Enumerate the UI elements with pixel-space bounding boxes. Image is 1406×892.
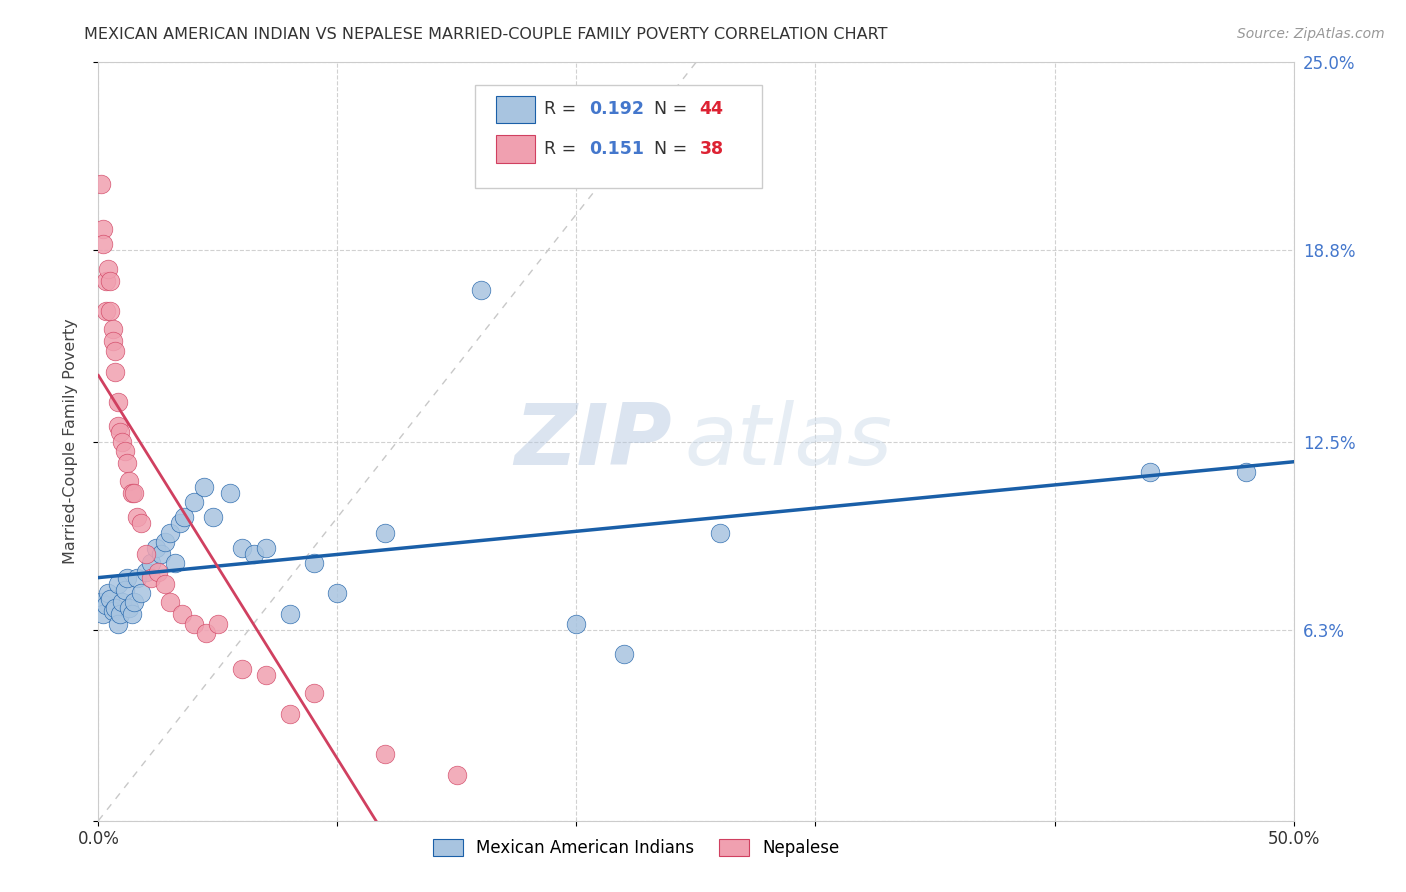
FancyBboxPatch shape — [496, 136, 534, 162]
Point — [94, 274, 117, 288]
Point — [91, 222, 114, 236]
Text: ZIP: ZIP — [515, 400, 672, 483]
Text: 44: 44 — [700, 101, 724, 119]
Point — [302, 556, 325, 570]
Point — [94, 599, 117, 613]
Point — [159, 595, 181, 609]
Point — [155, 534, 177, 549]
Point — [118, 601, 141, 615]
Point — [91, 237, 114, 252]
Point — [98, 274, 122, 288]
Point — [254, 668, 277, 682]
Point — [169, 516, 191, 531]
Point — [135, 547, 157, 561]
Point — [446, 768, 468, 782]
Point — [219, 486, 242, 500]
Point — [125, 510, 148, 524]
Point — [183, 495, 205, 509]
Point — [108, 607, 131, 622]
Point — [111, 434, 134, 449]
Point — [145, 541, 167, 555]
Text: 0.192: 0.192 — [589, 101, 644, 119]
Point — [302, 686, 325, 700]
Y-axis label: Married-Couple Family Poverty: Married-Couple Family Poverty — [63, 318, 77, 565]
Point — [131, 516, 153, 531]
Point — [231, 662, 253, 676]
Point — [124, 486, 146, 500]
Point — [121, 607, 143, 622]
Point — [97, 261, 120, 276]
Point — [114, 583, 136, 598]
Point — [193, 480, 215, 494]
Point — [1139, 465, 1161, 479]
Point — [107, 419, 129, 434]
Text: N =: N = — [654, 101, 693, 119]
Point — [107, 395, 129, 409]
Point — [139, 556, 162, 570]
Point — [195, 625, 218, 640]
Point — [173, 510, 195, 524]
Point — [326, 586, 349, 600]
Point — [101, 604, 124, 618]
Point — [91, 607, 114, 622]
Point — [613, 647, 636, 661]
Point — [111, 595, 134, 609]
Point — [709, 525, 731, 540]
Point — [121, 486, 143, 500]
Text: R =: R = — [544, 140, 582, 158]
Point — [94, 304, 117, 318]
Point — [101, 322, 124, 336]
Text: MEXICAN AMERICAN INDIAN VS NEPALESE MARRIED-COUPLE FAMILY POVERTY CORRELATION CH: MEXICAN AMERICAN INDIAN VS NEPALESE MARR… — [84, 27, 887, 42]
Text: atlas: atlas — [685, 400, 891, 483]
Point — [172, 607, 194, 622]
Point — [148, 565, 170, 579]
Point — [104, 365, 127, 379]
FancyBboxPatch shape — [496, 95, 534, 123]
Point — [254, 541, 277, 555]
Point — [98, 304, 122, 318]
Point — [183, 616, 205, 631]
Point — [149, 547, 172, 561]
Point — [107, 616, 129, 631]
Point — [90, 177, 112, 191]
Point — [155, 577, 177, 591]
Point — [374, 747, 396, 761]
Point — [159, 525, 181, 540]
Text: Source: ZipAtlas.com: Source: ZipAtlas.com — [1237, 27, 1385, 41]
Point — [139, 571, 162, 585]
Point — [278, 707, 301, 722]
Text: 0.151: 0.151 — [589, 140, 644, 158]
Point — [125, 571, 148, 585]
Point — [98, 592, 122, 607]
Point — [243, 547, 266, 561]
Point — [101, 334, 124, 349]
Point — [231, 541, 253, 555]
Point — [107, 577, 129, 591]
Point — [202, 510, 225, 524]
Point — [115, 571, 138, 585]
Point — [90, 595, 112, 609]
Point — [115, 456, 138, 470]
Point — [104, 601, 127, 615]
Point — [1234, 465, 1257, 479]
FancyBboxPatch shape — [475, 85, 762, 187]
Point — [374, 525, 396, 540]
Point — [124, 595, 146, 609]
Point — [118, 474, 141, 488]
Point — [131, 586, 153, 600]
Point — [207, 616, 229, 631]
Text: N =: N = — [654, 140, 693, 158]
Point — [114, 443, 136, 458]
Point — [104, 343, 127, 358]
Point — [135, 565, 157, 579]
Point — [163, 556, 186, 570]
Text: R =: R = — [544, 101, 582, 119]
Point — [470, 283, 492, 297]
Point — [565, 616, 588, 631]
Point — [97, 586, 120, 600]
Text: 38: 38 — [700, 140, 724, 158]
Legend: Mexican American Indians, Nepalese: Mexican American Indians, Nepalese — [425, 830, 848, 865]
Point — [278, 607, 301, 622]
Point — [108, 425, 131, 440]
